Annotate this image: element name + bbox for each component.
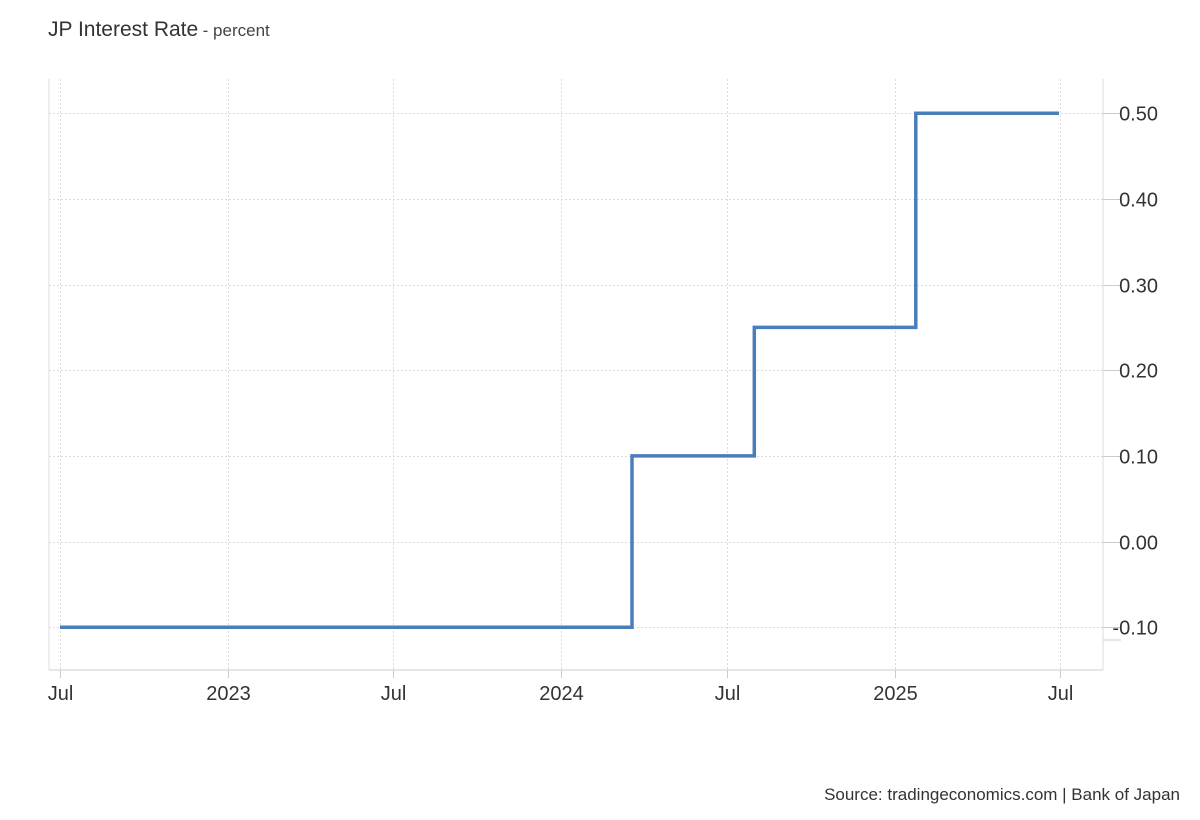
x-tick-label: Jul	[715, 683, 741, 705]
x-tick-label: 2024	[539, 683, 584, 705]
y-tick-label: 0.40	[1119, 190, 1158, 212]
y-tick-label: 0.20	[1119, 361, 1158, 383]
chart-title: JP Interest Rate	[48, 18, 199, 41]
y-tick-label: 0.00	[1119, 533, 1158, 555]
y-tick-label: 0.30	[1119, 276, 1158, 298]
y-tick-label: 0.10	[1119, 447, 1158, 469]
x-tick-label: Jul	[381, 683, 407, 705]
chart-header: JP Interest Rate - percent	[48, 18, 270, 42]
x-tick-label: 2023	[206, 683, 251, 705]
axes	[48, 79, 1121, 678]
interest-rate-line	[60, 111, 1059, 629]
series-area	[60, 111, 1059, 629]
chart-subtitle: - percent	[202, 21, 270, 40]
x-tick-label: Jul	[48, 683, 74, 705]
source-note: Source: tradingeconomics.com | Bank of J…	[824, 785, 1180, 804]
y-tick-label: -0.10	[1112, 618, 1158, 640]
y-tick-label: 0.50	[1119, 104, 1158, 126]
x-tick-label: Jul	[1048, 683, 1074, 705]
grid	[49, 79, 1103, 670]
x-tick-label: 2025	[873, 683, 918, 705]
tick-labels: Jul 2023 Jul 2024 Jul 2025 Jul 0.50 0.40 0.30 0.20…	[48, 104, 1158, 706]
